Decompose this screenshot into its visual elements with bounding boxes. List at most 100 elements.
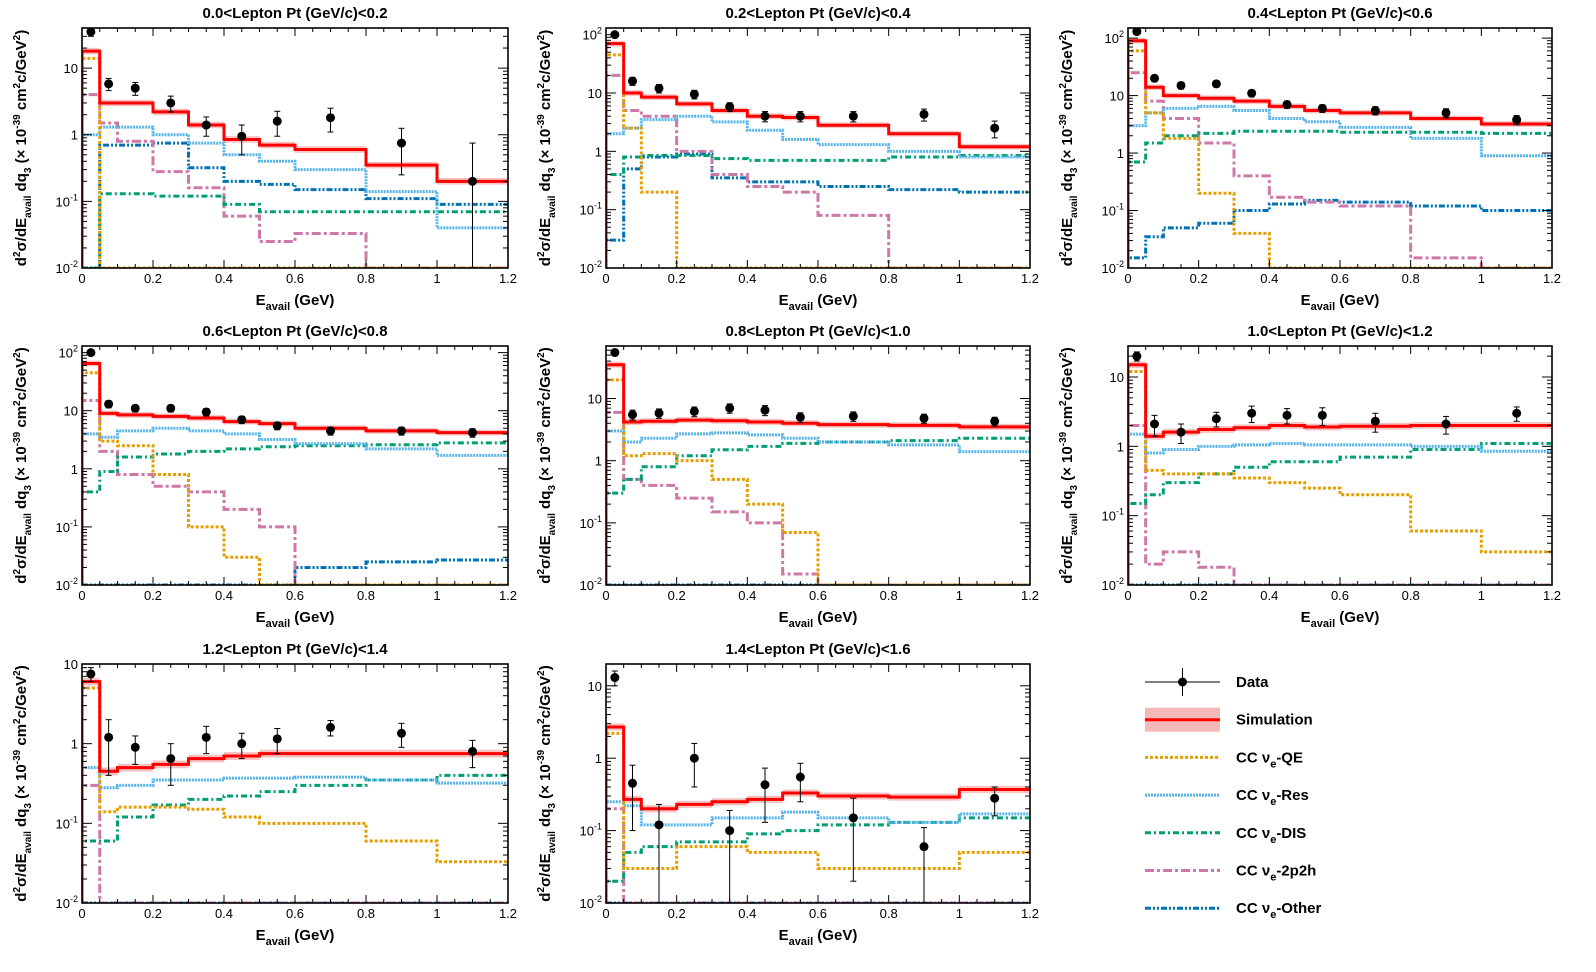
x-label-unit: (GeV) bbox=[813, 609, 857, 626]
data-point bbox=[1150, 419, 1159, 429]
data-point bbox=[919, 842, 929, 852]
y-label-sup: 2 bbox=[12, 82, 23, 88]
x-tick-label: 0.4 bbox=[738, 271, 756, 286]
panel-plot-area bbox=[82, 348, 508, 585]
x-tick-label: 0 bbox=[78, 906, 85, 921]
dis-histogram bbox=[606, 153, 1030, 268]
y-label-sup: 2 bbox=[1058, 400, 1069, 406]
x-tick-label: 0.8 bbox=[1402, 588, 1420, 603]
x-tick-label: 0.8 bbox=[357, 271, 375, 286]
y-tick-label: 10 bbox=[64, 61, 78, 76]
y-tick-exponent: 2 bbox=[1119, 29, 1124, 39]
y-axis-label: d2σ/dEavail dq3 (× 10-39 cm2c/GeV2) bbox=[1058, 30, 1080, 266]
res-histogram bbox=[82, 125, 508, 268]
x-tick-label: 1 bbox=[956, 588, 963, 603]
x-tick-label: 1.2 bbox=[1021, 588, 1039, 603]
x-label-main: E bbox=[256, 609, 266, 626]
x-label-sub: avail bbox=[789, 301, 813, 313]
y-axis-label: d2σ/dEavail dq3 (× 10-39 cm2c/GeV2) bbox=[12, 30, 34, 266]
legend-label-text: Data bbox=[1236, 674, 1269, 691]
data-point bbox=[1211, 79, 1221, 89]
legend-label-text: CC ν bbox=[1236, 749, 1270, 766]
simulation-histogram bbox=[82, 361, 508, 585]
x-axis-label: Eavail (GeV) bbox=[779, 292, 858, 313]
y-label-part: cm bbox=[13, 406, 30, 432]
y-label-part: c/GeV bbox=[1059, 40, 1076, 83]
y-tick-label: 10-1 bbox=[580, 514, 602, 531]
x-label-sub: avail bbox=[266, 936, 290, 948]
y-label-part: cm bbox=[1059, 406, 1076, 432]
y-label-part: c/GeV bbox=[537, 676, 554, 719]
y-tick-base: 10 bbox=[580, 824, 594, 839]
y-label-part: dq bbox=[537, 809, 554, 832]
panel-title: 0.4<Lepton Pt (GeV/c)<0.6 bbox=[1247, 5, 1432, 22]
y-tick-exponent: -2 bbox=[70, 576, 78, 586]
x-tick-label: 1.2 bbox=[499, 588, 517, 603]
y-label-part: (× 10 bbox=[13, 446, 30, 485]
y-label-sup: 2 bbox=[536, 400, 547, 406]
panel-title: 1.0<Lepton Pt (GeV/c)<1.2 bbox=[1247, 323, 1432, 340]
data-point bbox=[1176, 80, 1186, 90]
x-tick-label: 0.8 bbox=[880, 271, 898, 286]
data-point bbox=[326, 113, 335, 123]
panel-4: 0.6<Lepton Pt (GeV/c)<0.8 0 0.2 0.4 0.6 0.8 1 1… bbox=[12, 323, 517, 630]
data-point bbox=[1247, 88, 1257, 98]
y-label-part: c/GeV bbox=[1059, 358, 1076, 401]
y-label-sup: 2 bbox=[12, 569, 23, 575]
y-tick-label: 1 bbox=[595, 751, 602, 766]
simulation-histogram bbox=[82, 49, 508, 268]
x-label-unit: (GeV) bbox=[1335, 292, 1379, 309]
y-label-part: σ/dE bbox=[1059, 218, 1076, 252]
legend-label: CC νe-DIS bbox=[1236, 825, 1306, 846]
y-label-part: d bbox=[537, 257, 554, 266]
y-tick-base: 10 bbox=[56, 194, 70, 209]
y-label-part: ) bbox=[13, 665, 30, 670]
y-label-part: ) bbox=[13, 30, 30, 35]
y-tick-exponent: -1 bbox=[594, 822, 602, 832]
legend-label: CC νe-Res bbox=[1236, 787, 1309, 808]
y-tick-base: 10 bbox=[1102, 204, 1116, 219]
panel-5: 0.8<Lepton Pt (GeV/c)<1.0 0 0.2 0.4 0.6 0.8 1 1… bbox=[536, 323, 1039, 630]
legend-label-sub: e bbox=[1270, 834, 1276, 846]
x-tick-label: 0.4 bbox=[215, 906, 233, 921]
y-label-part: σ/dE bbox=[537, 535, 554, 569]
data-point bbox=[468, 176, 477, 186]
panel-frame bbox=[1127, 345, 1553, 586]
x-label-unit: (GeV) bbox=[290, 927, 334, 944]
data-point bbox=[237, 131, 247, 141]
data-point bbox=[397, 426, 406, 436]
mec-histogram bbox=[1128, 423, 1552, 585]
y-axis-label: d2σ/dEavail dq3 (× 10-39 cm2c/GeV2) bbox=[536, 665, 558, 901]
x-label-sub: avail bbox=[789, 936, 813, 948]
y-label-sup: 2 bbox=[536, 352, 547, 358]
y-label-part: d bbox=[1059, 257, 1076, 266]
y-tick-base: 10 bbox=[1102, 578, 1116, 593]
data-point bbox=[689, 753, 699, 763]
y-label-sub: 3 bbox=[23, 803, 34, 809]
data-point bbox=[654, 83, 664, 93]
y-label-part: dq bbox=[537, 491, 554, 514]
data-point bbox=[1317, 103, 1327, 113]
panel-plot-area bbox=[606, 30, 1030, 268]
panel-title: 0.6<Lepton Pt (GeV/c)<0.8 bbox=[202, 323, 387, 340]
y-tick-base: 10 bbox=[580, 896, 594, 911]
qe-histogram bbox=[82, 56, 508, 268]
y-label-sup: -39 bbox=[536, 749, 547, 764]
data-point bbox=[237, 739, 247, 749]
data-point bbox=[1512, 408, 1522, 418]
data-point bbox=[130, 403, 140, 413]
y-label-part: ) bbox=[1059, 30, 1076, 35]
y-tick-base: 1 bbox=[1117, 439, 1124, 454]
data-point bbox=[1176, 427, 1186, 437]
y-tick-exponent: -1 bbox=[1116, 507, 1124, 517]
x-tick-label: 0.2 bbox=[1190, 588, 1208, 603]
dis-histogram bbox=[1128, 129, 1552, 268]
y-tick-exponent: -1 bbox=[70, 518, 78, 528]
y-tick-base: 1 bbox=[71, 128, 78, 143]
y-tick-label: 10-2 bbox=[580, 576, 602, 593]
panel-plot-area bbox=[82, 667, 508, 903]
y-label-sub: avail bbox=[547, 513, 558, 535]
legend-label-sub: e bbox=[1270, 796, 1276, 808]
y-tick-exponent: -2 bbox=[594, 894, 602, 904]
